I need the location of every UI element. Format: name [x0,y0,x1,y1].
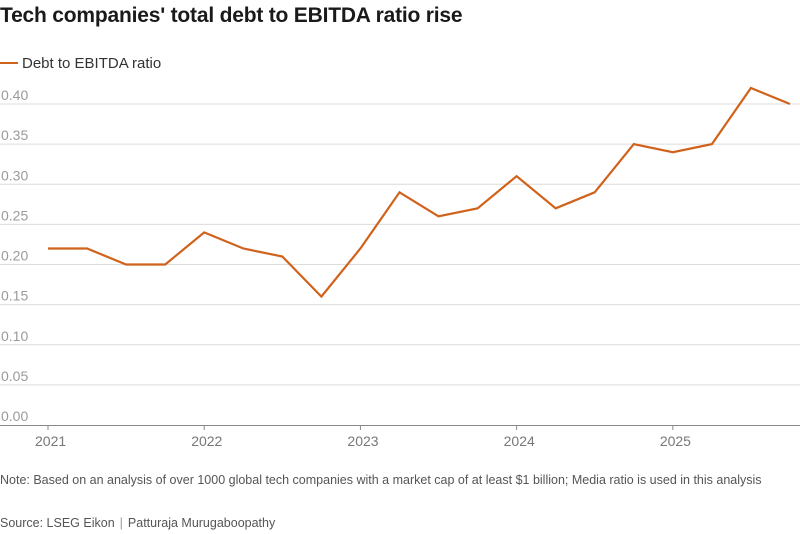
x-tick-label: 2024 [504,433,535,449]
y-tick-label: 0.05 [1,368,28,384]
legend-swatch [0,62,18,64]
chart-note: Note: Based on an analysis of over 1000 … [0,473,762,487]
y-tick-label: 0.30 [1,167,28,183]
series-line [48,86,791,299]
x-tick-label: 2021 [35,433,66,449]
source-text: Source: LSEG Eikon [0,516,115,530]
y-tick-label: 0.10 [1,328,28,344]
author-text: Patturaja Murugaboopathy [127,516,276,530]
line-chart: 0.00 0.05 0.10 0.15 0.20 0.25 0.30 0.35 0.40 202… [0,86,800,449]
x-tick-label: 2022 [191,433,222,449]
y-tick-label: 0.20 [1,248,28,264]
x-tick-label: 2025 [660,433,691,449]
chart-source: Source: LSEG Eikon | Patturaja Murugaboopa… [0,516,790,530]
y-axis-ticks: 0.00 0.05 0.10 0.15 0.20 0.25 0.30 0.35 0.40 [1,87,28,424]
y-tick-label: 0.40 [1,87,28,103]
chart-title: Tech companies' total debt to EBITDA rat… [0,4,463,27]
y-tick-label: 0.25 [1,207,28,223]
y-tick-label: 0.15 [1,288,28,304]
legend: Debt to EBITDA ratio [0,54,161,72]
y-tick-label: 0.00 [1,408,28,424]
y-tick-label: 0.35 [1,127,28,143]
x-axis: 2021 2022 2023 2024 2025 [0,425,800,449]
grid-lines [0,103,800,386]
series-lines [48,86,791,299]
x-tick-label: 2023 [347,433,378,449]
source-separator: | [119,516,123,530]
legend-label: Debt to EBITDA ratio [22,54,162,72]
